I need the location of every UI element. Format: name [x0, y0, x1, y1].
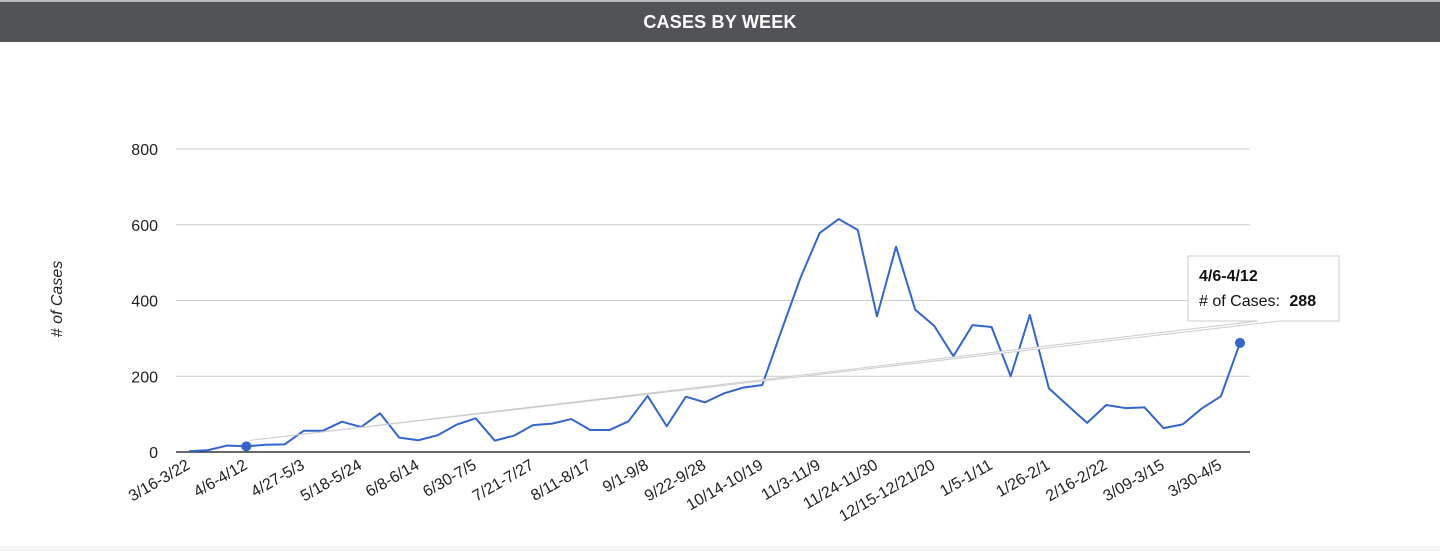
data-point[interactable]	[241, 441, 252, 452]
x-tick-label: 7/21-7/27	[470, 457, 537, 506]
tooltip-value-label: # of Cases:	[1199, 293, 1280, 310]
y-axis-label: # of Cases	[49, 261, 66, 337]
y-tick-label: 600	[131, 218, 158, 235]
x-tick-label: 3/30-4/5	[1166, 457, 1225, 501]
x-tick-label: 4/27-5/3	[248, 457, 307, 501]
chart-area: 0 200 400 600 800 # of Cases 3/16-3/22 4/6-4/…	[0, 42, 1440, 551]
x-tick-label: 3/16-3/22	[126, 457, 193, 506]
y-tick-label: 200	[131, 369, 158, 386]
x-tick-label: 1/26-2/1	[994, 457, 1053, 501]
x-tick-label: 5/18-5/24	[298, 457, 365, 506]
y-axis-ticks: 0 200 400 600 800	[131, 142, 158, 462]
tooltip-category: 4/6-4/12	[1199, 268, 1258, 285]
data-point[interactable]	[1235, 337, 1245, 348]
x-tick-label: 12/15-12/21/20	[837, 457, 939, 526]
y-tick-label: 800	[131, 142, 158, 159]
gridlines	[176, 148, 1250, 377]
y-tick-label: 0	[149, 445, 158, 462]
x-tick-label: 2/16-2/22	[1043, 457, 1110, 506]
series-line[interactable]	[188, 218, 1241, 453]
tooltip: 4/6-4/12 # of Cases: 288	[250, 255, 1340, 441]
y-tick-label: 400	[131, 294, 158, 311]
tooltip-box	[250, 255, 1340, 441]
chart-title: CASES BY WEEK	[643, 11, 797, 32]
x-tick-label: 1/5-1/11	[937, 457, 995, 501]
tooltip-value-line: # of Cases: 288	[1199, 293, 1316, 310]
series-points	[241, 337, 1245, 452]
x-tick-label: 4/6-4/12	[191, 457, 250, 501]
tooltip-value: 288	[1289, 293, 1316, 310]
x-axis-ticks: 3/16-3/224/6-4/124/27-5/35/18-5/246/8-6/…	[126, 457, 1225, 526]
x-tick-label: 6/30-7/5	[420, 457, 479, 501]
bottom-strip	[0, 546, 1440, 551]
x-tick-label: 6/8-6/14	[363, 457, 422, 501]
x-tick-label: 8/11-8/17	[528, 457, 594, 505]
x-tick-label: 3/09-3/15	[1101, 457, 1168, 506]
chart-title-bar: CASES BY WEEK	[0, 0, 1440, 42]
